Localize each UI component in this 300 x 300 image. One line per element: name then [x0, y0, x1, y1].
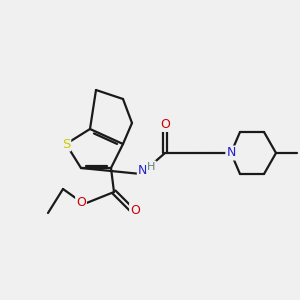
- Text: S: S: [62, 137, 70, 151]
- Text: H: H: [147, 161, 156, 172]
- Text: O: O: [130, 203, 140, 217]
- Text: N: N: [138, 164, 147, 177]
- Text: N: N: [226, 146, 236, 160]
- Text: O: O: [76, 196, 86, 209]
- Text: O: O: [160, 118, 170, 131]
